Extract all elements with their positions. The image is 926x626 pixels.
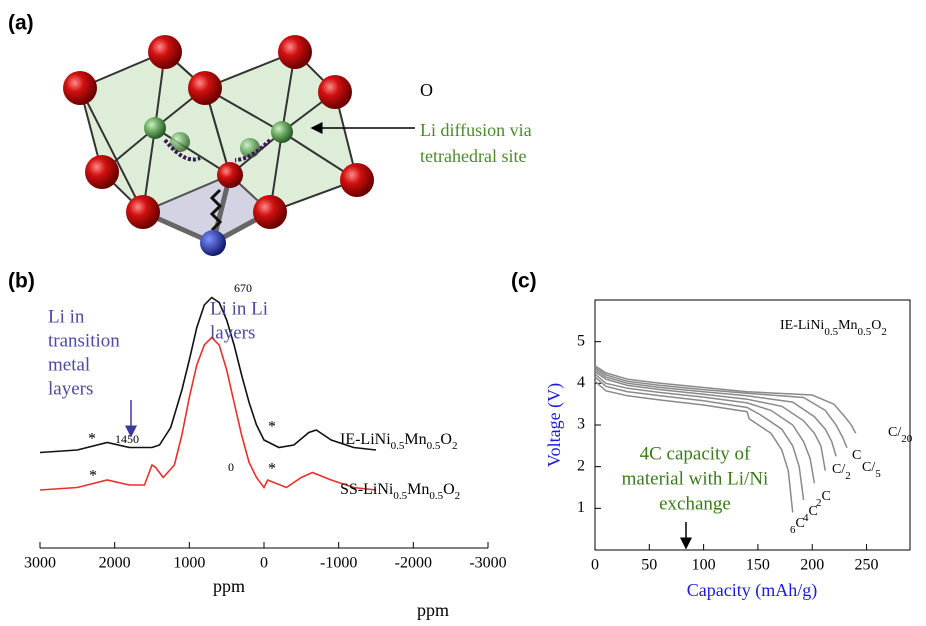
x-tick-label: -1000	[320, 555, 357, 572]
callout-text: transition	[48, 330, 120, 351]
series-label: C/2	[832, 462, 851, 481]
series-line	[39, 296, 377, 454]
chart-label: IE-LiNi0.5Mn0.5O2	[780, 318, 887, 337]
panel-label: (c)	[511, 270, 537, 293]
annotation: 0	[228, 460, 234, 474]
annotation: *	[268, 419, 276, 436]
callout-text: exchange	[659, 493, 731, 514]
series-label: 4C	[803, 504, 818, 523]
x-tick-label: -2000	[395, 555, 432, 572]
x-axis-label: Capacity (mAh/g)	[687, 580, 817, 601]
panel-label: (b)	[8, 270, 35, 293]
annotation: *	[88, 431, 96, 448]
series-line	[594, 376, 805, 501]
series-label: C/20	[888, 425, 913, 444]
x-tick-label: 3000	[24, 555, 56, 572]
callout-text: metal	[48, 354, 90, 375]
annotation: 670	[234, 281, 252, 295]
callout-text: layers	[48, 378, 93, 399]
y-tick-label: 5	[577, 332, 585, 349]
diagram-label: O	[420, 80, 433, 100]
y-tick-label: 4	[577, 374, 585, 391]
y-tick-label: 1	[577, 499, 585, 516]
callout-text: Li in	[48, 306, 85, 327]
diagram-label: Li diffusion via	[420, 120, 532, 140]
y-tick-label: 3	[577, 416, 585, 433]
y-tick-label: 2	[577, 457, 585, 474]
x-tick-label: 0	[260, 555, 268, 572]
series-label: C/5	[862, 460, 881, 479]
x-tick-label: 150	[746, 557, 770, 574]
x-tick-label: 2000	[99, 555, 131, 572]
x-tick-label: 1000	[173, 555, 205, 572]
series-line	[594, 380, 794, 513]
series-line	[594, 371, 827, 471]
series-line	[594, 365, 857, 434]
annotation: 1450	[115, 432, 139, 446]
callout-text: material with Li/Ni	[622, 468, 769, 489]
x-tick-label: -3000	[469, 555, 506, 572]
series-line	[594, 366, 848, 449]
diagram-label: tetrahedral site	[420, 146, 526, 166]
y-axis-label: Voltage (V)	[544, 383, 565, 467]
panel-label: (a)	[8, 12, 34, 35]
structure-diagram	[63, 35, 415, 256]
series-line	[594, 368, 837, 457]
x-tick-label: 250	[855, 557, 879, 574]
annotation: *	[89, 468, 97, 485]
callout-text: layers	[210, 322, 255, 343]
x-tick-label: 100	[692, 557, 716, 574]
series-label: SS-LiNi0.5Mn0.5O2	[340, 481, 460, 502]
callout-text: Li in Li	[210, 298, 268, 319]
annotation: *	[268, 461, 276, 478]
x-tick-label: 200	[800, 557, 824, 574]
callout-text: 4C capacity of	[640, 443, 751, 464]
series-line	[39, 336, 377, 491]
x-tick-label: 50	[641, 557, 657, 574]
series-label: IE-LiNi0.5Mn0.5O2	[340, 431, 457, 452]
series-line	[594, 373, 816, 484]
series-label: 2C	[816, 489, 831, 508]
series-label: C	[852, 448, 861, 463]
x-tick-label: 0	[591, 557, 599, 574]
x-axis-label: ppm	[213, 576, 245, 596]
series-label: 6C	[790, 516, 805, 535]
footer: ppm	[417, 600, 449, 620]
